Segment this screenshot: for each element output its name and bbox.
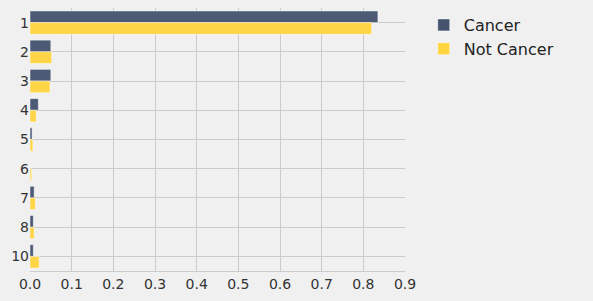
svg-text:0.9: 0.9 <box>394 276 416 292</box>
svg-text:Cancer: Cancer <box>464 16 521 35</box>
svg-text:0.3: 0.3 <box>144 276 166 292</box>
svg-text:Not Cancer: Not Cancer <box>464 40 554 59</box>
svg-text:0.7: 0.7 <box>311 276 333 292</box>
svg-text:5: 5 <box>20 131 29 147</box>
svg-text:1: 1 <box>20 15 29 31</box>
svg-text:0.0: 0.0 <box>19 276 41 292</box>
svg-text:0.2: 0.2 <box>102 276 124 292</box>
svg-text:4: 4 <box>20 102 29 118</box>
svg-text:7: 7 <box>20 190 29 206</box>
svg-text:0.6: 0.6 <box>269 276 291 292</box>
svg-text:3: 3 <box>20 73 29 89</box>
svg-text:0.4: 0.4 <box>186 276 208 292</box>
svg-text:0.5: 0.5 <box>227 276 249 292</box>
svg-text:2: 2 <box>20 44 29 60</box>
svg-text:0.1: 0.1 <box>61 276 83 292</box>
svg-text:6: 6 <box>20 161 29 177</box>
svg-text:8: 8 <box>20 219 29 235</box>
svg-text:0.8: 0.8 <box>352 276 374 292</box>
svg-text:10: 10 <box>11 248 29 264</box>
